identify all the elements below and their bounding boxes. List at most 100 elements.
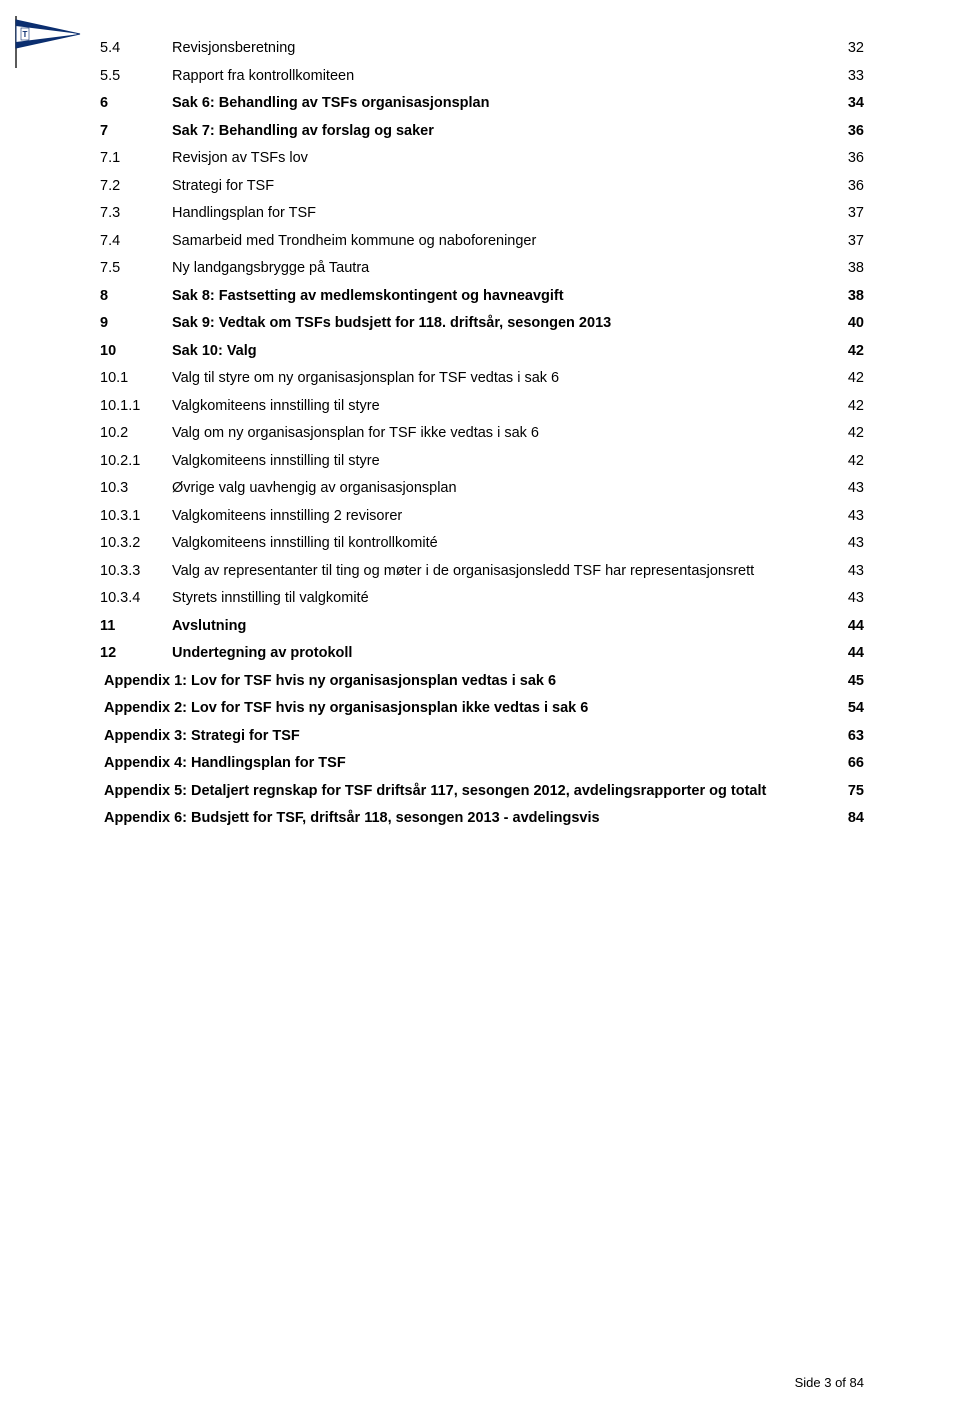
toc-entry-page: 42 (848, 453, 864, 469)
page-footer: Side 3 of 84 (795, 1375, 864, 1390)
toc-entry-number: 10.2 (100, 425, 172, 441)
toc-entry-page: 44 (848, 645, 864, 661)
toc-row: 11Avslutning 44 (100, 618, 864, 634)
document-page: T 5.4Revisjonsberetning 32 5.5Rapport fra… (0, 0, 960, 1426)
toc-entry-title: Strategi for TSF (172, 178, 274, 194)
toc-entry-page: 42 (848, 398, 864, 414)
toc-entry-page: 42 (848, 343, 864, 359)
toc-entry-page: 32 (848, 40, 864, 56)
toc-row: 10.3Øvrige valg uavhengig av organisasjo… (100, 480, 864, 496)
toc-row: 6Sak 6: Behandling av TSFs organisasjons… (100, 95, 864, 111)
toc-entry-page: 63 (848, 728, 864, 744)
toc-entry-title: Revisjonsberetning (172, 40, 295, 56)
toc-row: 10.2Valg om ny organisasjonsplan for TSF… (100, 425, 864, 441)
toc-entry-title: Sak 7: Behandling av forslag og saker (172, 123, 434, 139)
toc-entry-title: Appendix 3: Strategi for TSF (104, 728, 300, 744)
toc-entry-page: 75 (848, 783, 864, 799)
toc-row: 10.3.2Valgkomiteens innstilling til kont… (100, 535, 864, 551)
toc-entry-number: 10.2.1 (100, 453, 172, 469)
toc-entry-title: Appendix 2: Lov for TSF hvis ny organisa… (104, 700, 588, 716)
toc-entry-title: Valg om ny organisasjonsplan for TSF ikk… (172, 425, 539, 441)
toc-entry-page: 38 (848, 288, 864, 304)
toc-entry-page: 34 (848, 95, 864, 111)
toc-entry-title: Appendix 1: Lov for TSF hvis ny organisa… (104, 673, 556, 689)
toc-row: 5.5Rapport fra kontrollkomiteen 33 (100, 68, 864, 84)
toc-row: 8Sak 8: Fastsetting av medlemskontingent… (100, 288, 864, 304)
toc-entry-number: 7.2 (100, 178, 172, 194)
toc-entry-page: 84 (848, 810, 864, 826)
toc-row: 10.1Valg til styre om ny organisasjonspl… (100, 370, 864, 386)
toc-entry-page: 40 (848, 315, 864, 331)
toc-row: 7Sak 7: Behandling av forslag og saker 3… (100, 123, 864, 139)
toc-row: 7.2Strategi for TSF 36 (100, 178, 864, 194)
toc-entry-number: 10.1 (100, 370, 172, 386)
toc-entry-page: 33 (848, 68, 864, 84)
toc-entry-number: 10.3.1 (100, 508, 172, 524)
toc-entry-title: Samarbeid med Trondheim kommune og nabof… (172, 233, 536, 249)
toc-entry-page: 42 (848, 370, 864, 386)
toc-entry-page: 43 (848, 508, 864, 524)
toc-entry-number: 7.4 (100, 233, 172, 249)
toc-row: Appendix 5: Detaljert regnskap for TSF d… (100, 783, 864, 799)
toc-entry-number: 8 (100, 288, 172, 304)
toc-entry-number: 7 (100, 123, 172, 139)
toc-entry-number: 6 (100, 95, 172, 111)
toc-entry-page: 36 (848, 123, 864, 139)
toc-entry-title: Valgkomiteens innstilling til styre (172, 453, 380, 469)
svg-text:T: T (23, 30, 28, 39)
toc-entry-title: Sak 10: Valg (172, 343, 257, 359)
toc-entry-page: 37 (848, 205, 864, 221)
toc-entry-title: Appendix 4: Handlingsplan for TSF (104, 755, 346, 771)
toc-entry-title: Rapport fra kontrollkomiteen (172, 68, 354, 84)
toc-entry-page: 43 (848, 563, 864, 579)
toc-entry-page: 36 (848, 178, 864, 194)
toc-entry-number: 7.3 (100, 205, 172, 221)
toc-row: Appendix 2: Lov for TSF hvis ny organisa… (100, 700, 864, 716)
toc-entry-title: Undertegning av protokoll (172, 645, 352, 661)
toc-row: 12Undertegning av protokoll 44 (100, 645, 864, 661)
toc-entry-number: 5.4 (100, 40, 172, 56)
toc-row: 7.4Samarbeid med Trondheim kommune og na… (100, 233, 864, 249)
toc-row: Appendix 4: Handlingsplan for TSF 66 (100, 755, 864, 771)
toc-entry-page: 43 (848, 480, 864, 496)
toc-entry-title: Valgkomiteens innstilling til styre (172, 398, 380, 414)
toc-entry-page: 45 (848, 673, 864, 689)
toc-entry-number: 10.3.3 (100, 563, 172, 579)
toc-entry-title: Valgkomiteens innstilling 2 revisorer (172, 508, 402, 524)
toc-entry-number: 12 (100, 645, 172, 661)
toc-entry-number: 9 (100, 315, 172, 331)
toc-row: 9Sak 9: Vedtak om TSFs budsjett for 118.… (100, 315, 864, 331)
toc-entry-title: Valg av representanter til ting og møter… (172, 563, 754, 579)
toc-entry-number: 5.5 (100, 68, 172, 84)
toc-entry-title: Sak 6: Behandling av TSFs organisasjonsp… (172, 95, 489, 111)
toc-entry-title: Appendix 5: Detaljert regnskap for TSF d… (104, 783, 766, 799)
toc-entry-page: 54 (848, 700, 864, 716)
toc-entry-title: Styrets innstilling til valgkomité (172, 590, 369, 606)
toc-entry-title: Øvrige valg uavhengig av organisasjonspl… (172, 480, 457, 496)
toc-entry-number: 11 (100, 618, 172, 634)
toc-entry-page: 38 (848, 260, 864, 276)
toc-entry-page: 37 (848, 233, 864, 249)
toc-entry-title: Sak 8: Fastsetting av medlemskontingent … (172, 288, 564, 304)
toc-entry-title: Handlingsplan for TSF (172, 205, 316, 221)
table-of-contents: 5.4Revisjonsberetning 32 5.5Rapport fra k… (100, 40, 864, 826)
toc-entry-number: 10 (100, 343, 172, 359)
toc-entry-page: 43 (848, 590, 864, 606)
logo-svg: T (10, 14, 84, 70)
toc-entry-number: 10.1.1 (100, 398, 172, 414)
toc-entry-title: Revisjon av TSFs lov (172, 150, 308, 166)
toc-row: 7.1Revisjon av TSFs lov 36 (100, 150, 864, 166)
page-number: Side 3 of 84 (795, 1375, 864, 1390)
toc-row: 10.2.1Valgkomiteens innstilling til styr… (100, 453, 864, 469)
toc-entry-number: 10.3 (100, 480, 172, 496)
toc-row: 10.1.1Valgkomiteens innstilling til styr… (100, 398, 864, 414)
toc-row: Appendix 1: Lov for TSF hvis ny organisa… (100, 673, 864, 689)
toc-row: 10Sak 10: Valg 42 (100, 343, 864, 359)
toc-entry-title: Ny landgangsbrygge på Tautra (172, 260, 369, 276)
toc-row: 10.3.3Valg av representanter til ting og… (100, 563, 864, 579)
toc-row: 5.4Revisjonsberetning 32 (100, 40, 864, 56)
toc-entry-page: 36 (848, 150, 864, 166)
toc-row: Appendix 6: Budsjett for TSF, driftsår 1… (100, 810, 864, 826)
toc-entry-number: 7.5 (100, 260, 172, 276)
toc-entry-title: Valg til styre om ny organisasjonsplan f… (172, 370, 559, 386)
